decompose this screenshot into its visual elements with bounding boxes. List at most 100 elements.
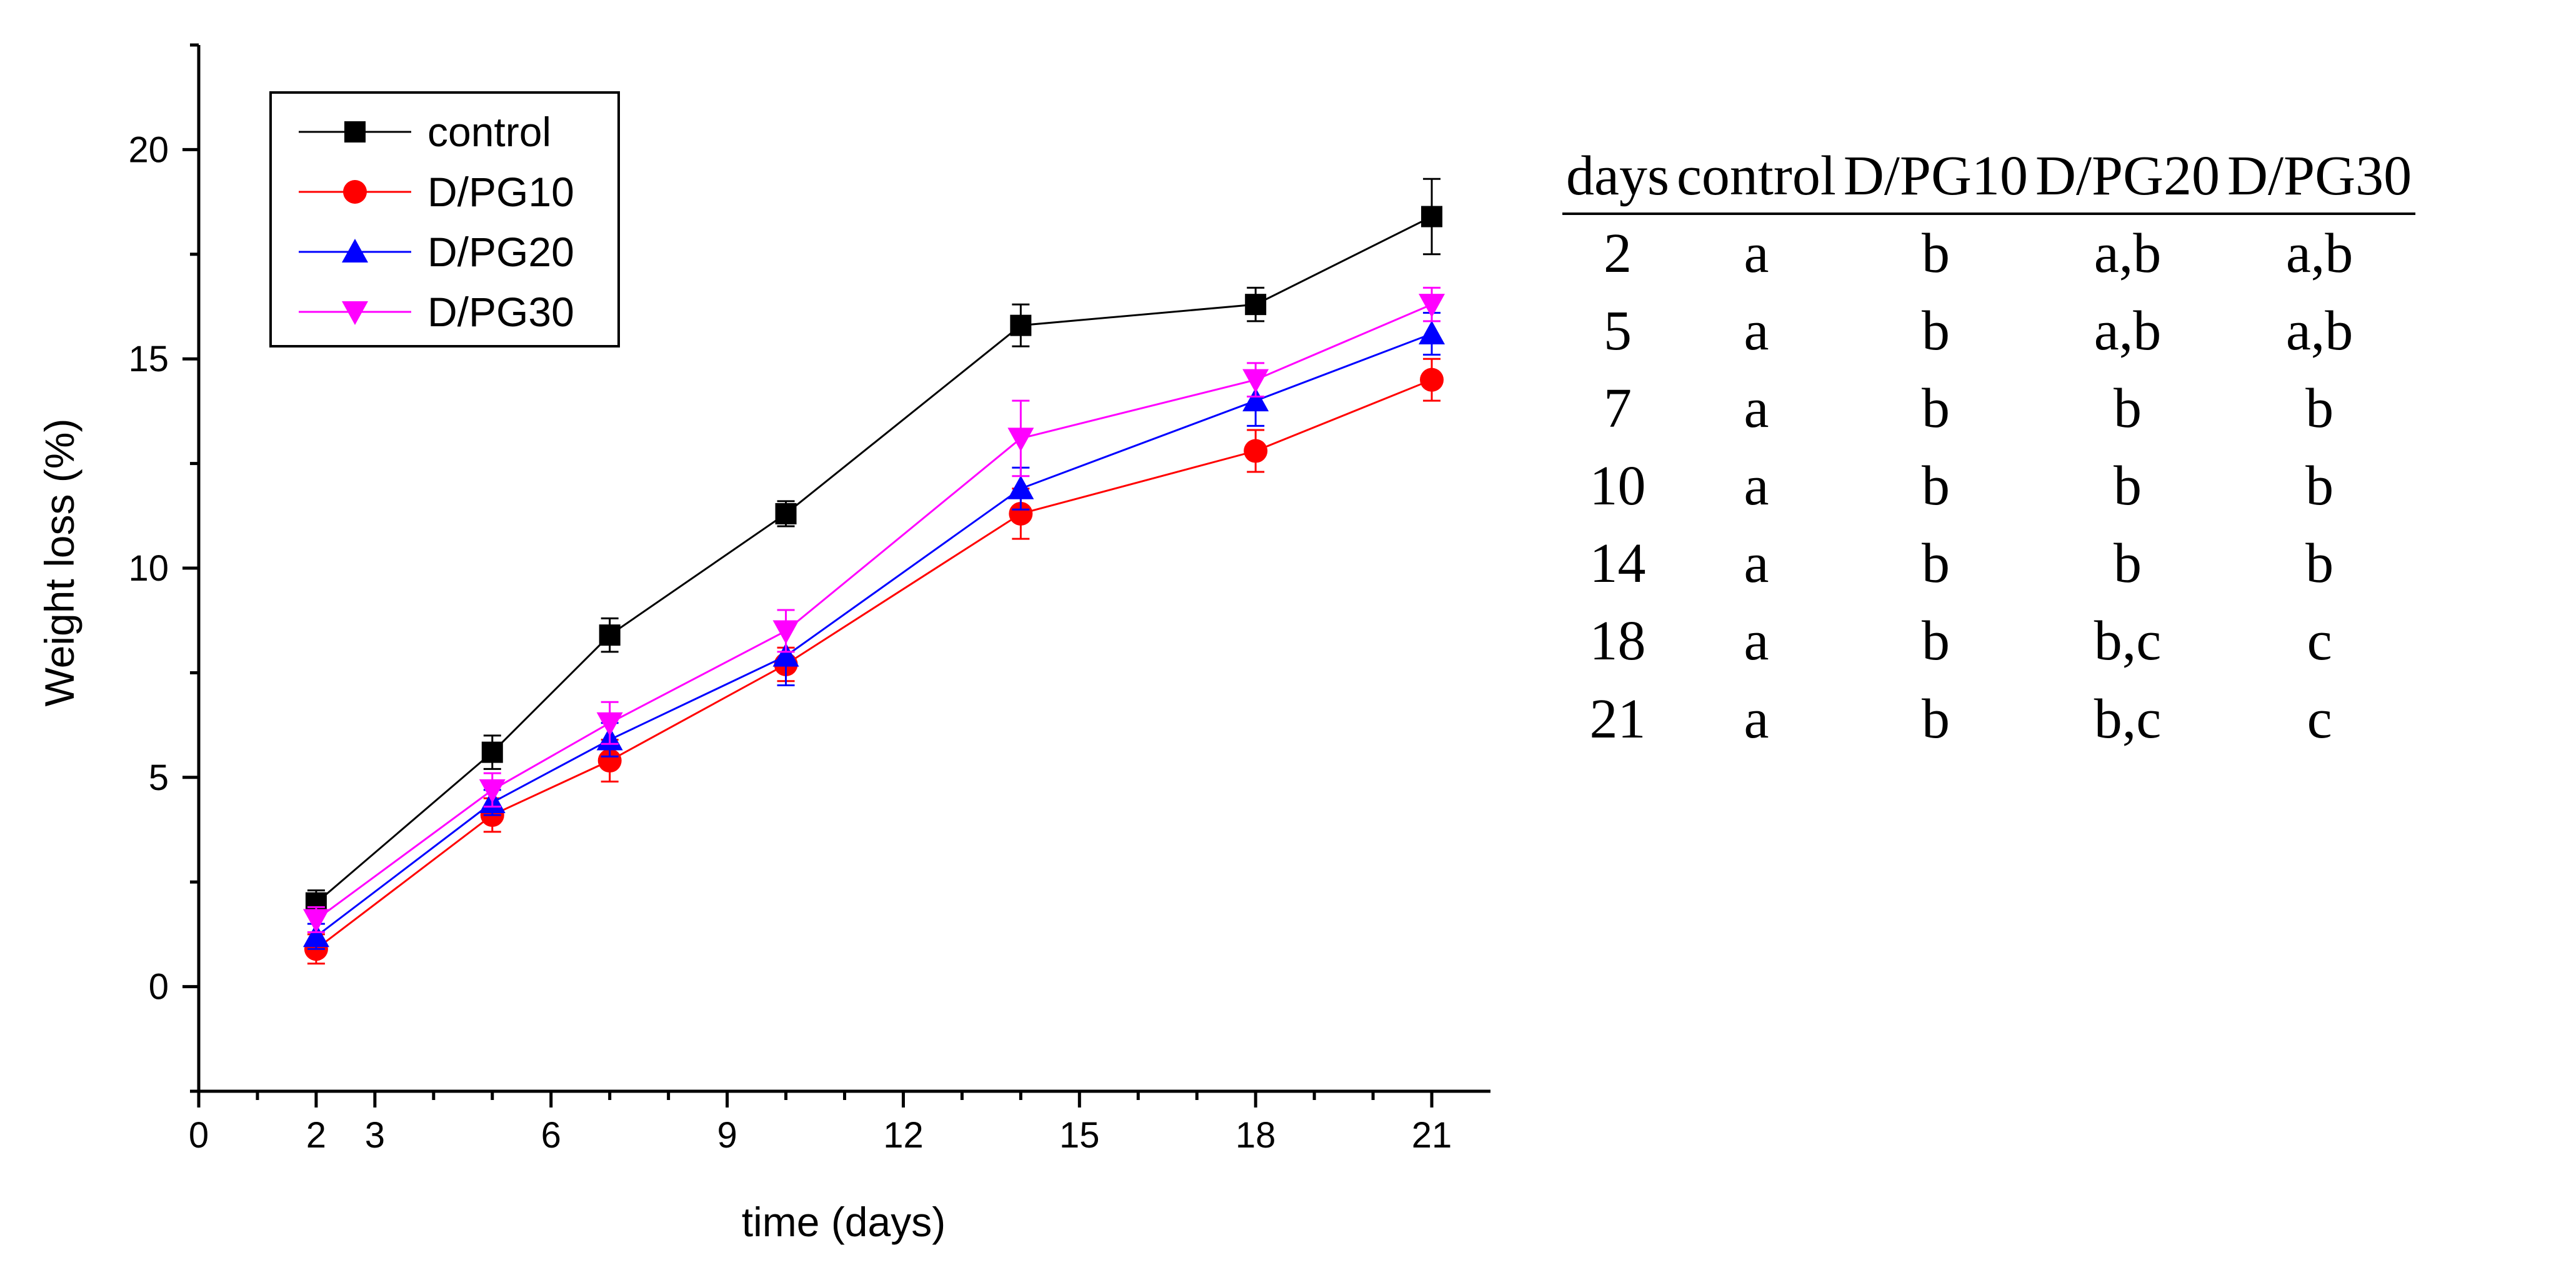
table-header-cell: control: [1672, 144, 1840, 215]
y-tick-label: 10: [128, 548, 169, 589]
series-line: [316, 379, 1432, 950]
table-cell: b: [1921, 222, 1950, 284]
data-point: [1419, 294, 1445, 318]
data-point: [599, 624, 621, 646]
table-row: 14 a b b b: [1562, 525, 2415, 602]
table-cell: 10: [1589, 455, 1646, 518]
data-point: [1242, 388, 1269, 412]
legend-marker: [342, 239, 368, 262]
weight-loss-chart: 0 2 3 6 9 12 15 18 21 0 5 10 15 20 time (days) Weight…: [36, 43, 1490, 1245]
table-cell: b: [2305, 532, 2334, 595]
data-point: [1010, 314, 1032, 336]
table-cell: a,b: [2094, 299, 2162, 362]
significance-table: days control D/PG10 D/PG20 D/PG30 2 a b a,b a,b 5…: [1562, 144, 2416, 758]
series-d-pg10: [304, 358, 1444, 965]
x-axis-title: time (days): [742, 1199, 946, 1245]
table-cell: b: [2305, 455, 2334, 518]
legend-marker: [342, 301, 368, 325]
x-tick-label: 21: [1412, 1115, 1452, 1156]
table-cell: a: [1744, 299, 1769, 362]
table-cell: 7: [1603, 377, 1632, 439]
table-header-cell: D/PG10: [1839, 144, 2032, 215]
table-row: 18 a b b,c c: [1562, 602, 2415, 680]
data-point: [1244, 439, 1268, 463]
data-point: [1420, 368, 1444, 392]
legend-marker: [344, 121, 366, 142]
x-tick-label: 2: [306, 1115, 326, 1156]
data-point: [1245, 294, 1267, 316]
table-cell: b: [1921, 455, 1950, 518]
table-cell: c: [2307, 688, 2332, 750]
table-row: 21 a b b,c c: [1562, 681, 2415, 758]
x-tick-label: 3: [365, 1115, 385, 1156]
legend-box: [269, 91, 620, 348]
table-cell: a,b: [2285, 299, 2354, 362]
data-point: [597, 749, 622, 773]
table-header-cell: days: [1562, 144, 1673, 215]
data-point: [1007, 428, 1034, 452]
data-point: [1007, 475, 1034, 499]
table-cell: a: [1744, 455, 1769, 518]
legend-label: D/PG10: [427, 169, 574, 215]
table-cell: a: [1744, 688, 1769, 750]
x-tick-label: 0: [189, 1115, 209, 1156]
table-cell: b: [1921, 532, 1950, 595]
y-axis-title: Weight loss (%): [36, 419, 82, 707]
table-cell: b,c: [2094, 610, 2162, 672]
table-cell: b: [1921, 688, 1950, 750]
table-row: 5 a b a,b a,b: [1562, 292, 2415, 370]
table-cell: 18: [1589, 610, 1646, 672]
data-point: [479, 779, 506, 803]
table-cell: 5: [1603, 299, 1632, 362]
legend: control D/PG10 D/PG20 D/PG30: [269, 91, 620, 348]
table-cell: 2: [1603, 222, 1632, 284]
y-tick-label: 5: [149, 758, 169, 798]
table-cell: 14: [1589, 532, 1646, 595]
table-cell: a: [1744, 222, 1769, 284]
table-cell: 21: [1589, 688, 1646, 750]
table-cell: a: [1744, 610, 1769, 672]
table-cell: b: [1921, 299, 1950, 362]
data-point: [772, 620, 799, 644]
series-d-pg30: [302, 286, 1445, 934]
legend-label: D/PG30: [427, 289, 574, 335]
data-point: [1009, 501, 1033, 526]
table-cell: a,b: [2285, 222, 2354, 284]
legend-label: D/PG20: [427, 229, 574, 275]
table-cell: a: [1744, 532, 1769, 595]
table-row: 10 a b b b: [1562, 448, 2415, 525]
table-cell: b,c: [2094, 688, 2162, 750]
x-tick-label: 15: [1059, 1115, 1100, 1156]
data-point: [596, 712, 623, 736]
x-tick-label: 18: [1236, 1115, 1276, 1156]
table-header-cell: D/PG20: [2031, 144, 2224, 215]
table-cell: c: [2307, 610, 2332, 672]
table-cell: b: [2305, 377, 2334, 439]
table-cell: b: [1921, 610, 1950, 672]
table-cell: a: [1744, 377, 1769, 439]
series-line: [316, 332, 1432, 938]
y-tick-label: 20: [128, 129, 169, 170]
table-header-cell: D/PG30: [2224, 144, 2416, 215]
legend-marker: [343, 180, 367, 204]
data-point: [302, 909, 329, 933]
y-tick-label: 0: [149, 967, 169, 1008]
x-tick-label: 9: [717, 1115, 737, 1156]
data-point: [1419, 321, 1445, 345]
data-point: [775, 502, 797, 524]
series-d-pg20: [302, 312, 1445, 950]
data-point: [772, 642, 799, 667]
x-tick-label: 12: [883, 1115, 924, 1156]
data-point: [302, 923, 329, 948]
legend-label: control: [427, 109, 551, 155]
table-cell: a,b: [2094, 222, 2162, 284]
y-tick-label: 15: [128, 339, 169, 379]
table-cell: b: [2114, 532, 2142, 595]
data-point: [1242, 369, 1269, 393]
data-point: [1421, 206, 1443, 228]
table-cell: b: [2114, 455, 2142, 518]
table-cell: b: [1921, 377, 1950, 439]
data-point: [481, 741, 503, 763]
table-header-row: days control D/PG10 D/PG20 D/PG30: [1562, 144, 2416, 215]
table-row: 7 a b b b: [1562, 370, 2415, 448]
